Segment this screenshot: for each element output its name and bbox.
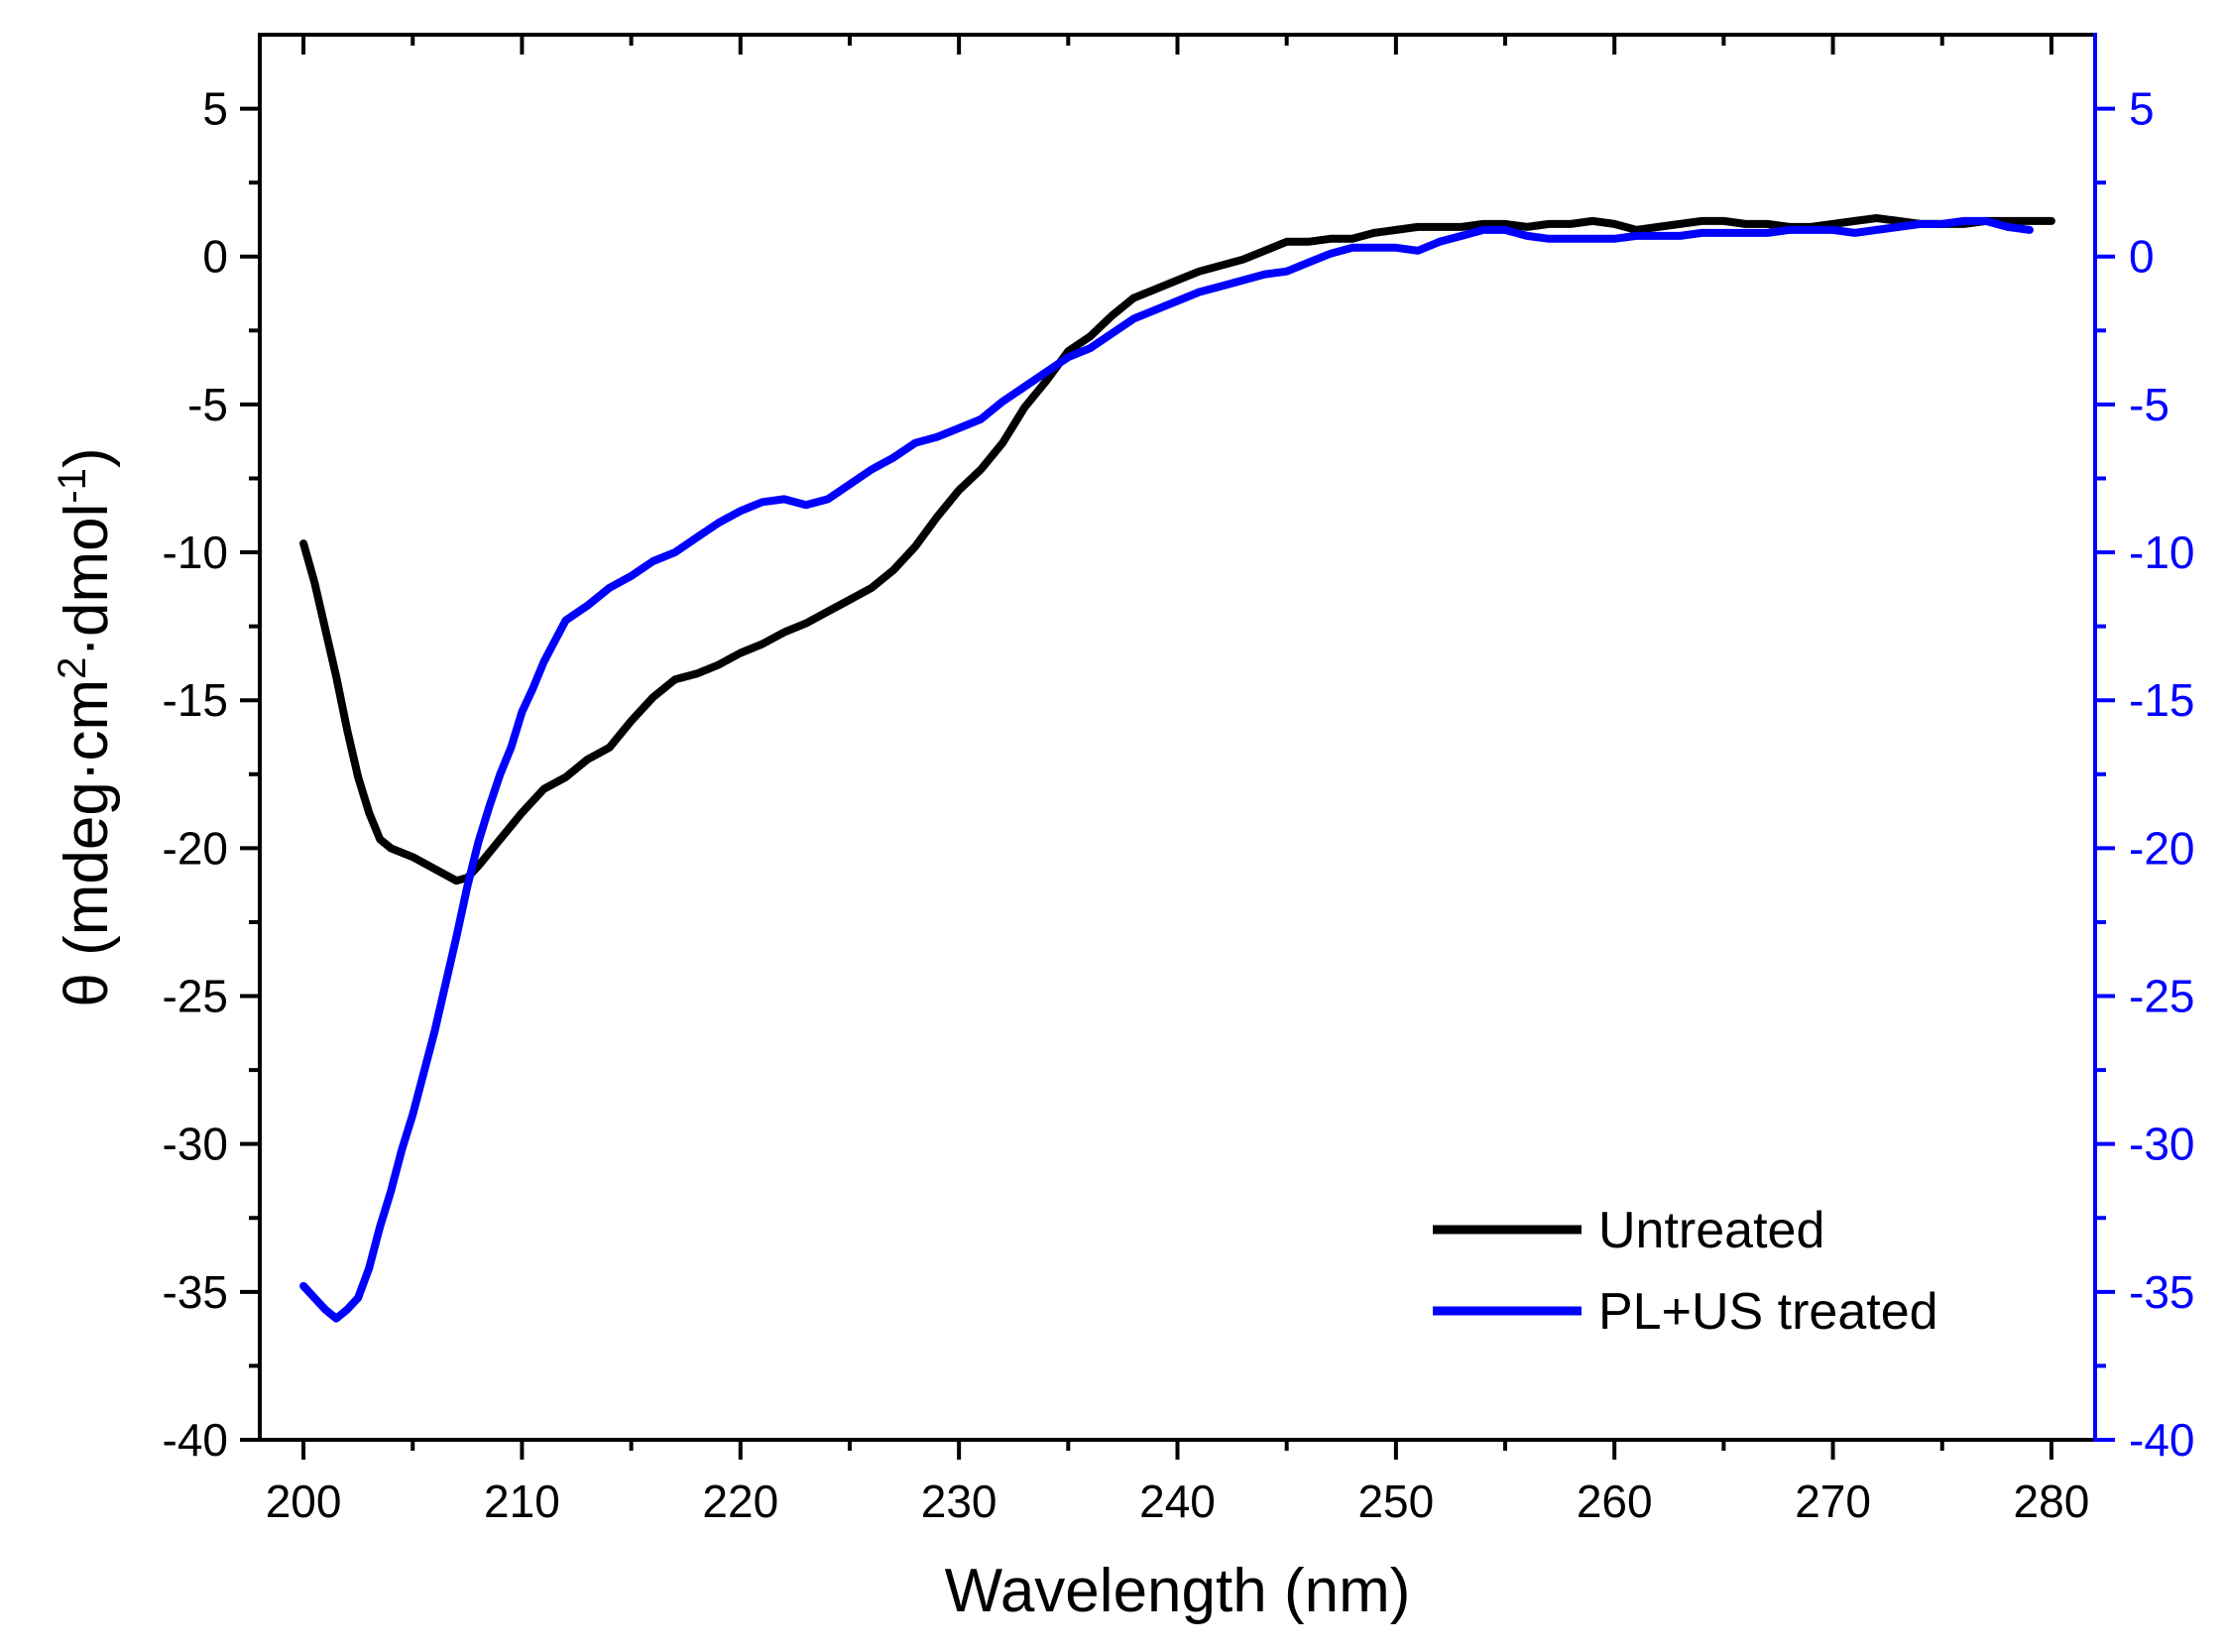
y2-tick-label: -20	[2129, 822, 2194, 874]
y-tick-label: -10	[163, 527, 228, 578]
series-line-pl-us-treated	[299, 216, 2034, 1323]
y2-tick-label: -40	[2129, 1414, 2194, 1466]
y-tick-label: 5	[202, 83, 228, 135]
legend: Untreated PL+US treated	[1433, 1202, 1938, 1341]
y2-tick-label: -5	[2129, 379, 2169, 430]
y-axis-title-sup: -1	[51, 468, 94, 504]
y-tick-label: -40	[163, 1414, 228, 1466]
y2-tick-label: -10	[2129, 527, 2194, 578]
y-axis-title: θ (mdeg·cm2·dmol-1)	[51, 447, 121, 1006]
y-axis-title-part: ·dmol	[53, 504, 121, 657]
x-tick-label: 280	[2014, 1475, 2090, 1527]
y-tick-label: -25	[163, 971, 228, 1022]
x-tick-label: 230	[921, 1475, 997, 1527]
x-tick-label: 210	[484, 1475, 560, 1527]
y-tick-label: -30	[163, 1119, 228, 1170]
y-tick-label: 0	[202, 231, 228, 283]
tick-labels: 200 210 220 230 240 250 260 270 280 5 0 -5 -10 -15 -20…	[163, 83, 2195, 1527]
tick-marks	[240, 35, 2115, 1460]
y2-tick-label: -15	[2129, 674, 2194, 726]
x-tick-label: 250	[1357, 1475, 1434, 1527]
series-line-untreated	[299, 214, 2055, 885]
x-axis-title: Wavelength (nm)	[945, 1557, 1411, 1625]
y-tick-label: -15	[163, 674, 228, 726]
x-tick-label: 200	[266, 1475, 342, 1527]
y-axis-title-part: )	[53, 447, 121, 468]
y-tick-label: -5	[187, 379, 228, 430]
y2-tick-label: -30	[2129, 1119, 2194, 1170]
y2-tick-label: -35	[2129, 1266, 2194, 1318]
x-tick-label: 270	[1795, 1475, 1871, 1527]
y2-tick-label: -25	[2129, 971, 2194, 1022]
x-tick-label: 260	[1577, 1475, 1653, 1527]
x-tick-label: 220	[702, 1475, 778, 1527]
y-axis-title-sup: 2	[51, 657, 94, 679]
x-tick-label: 240	[1139, 1475, 1216, 1527]
y-tick-label: -35	[163, 1266, 228, 1318]
y2-tick-label: 5	[2129, 83, 2155, 135]
legend-label-untreated: Untreated	[1598, 1202, 1824, 1259]
legend-label-pl-us-treated: PL+US treated	[1598, 1283, 1938, 1341]
y-axis-title-part: θ (mdeg·cm	[53, 679, 121, 1007]
y-tick-label: -20	[163, 822, 228, 874]
series-lines	[299, 214, 2055, 1323]
y2-tick-label: 0	[2129, 231, 2155, 283]
